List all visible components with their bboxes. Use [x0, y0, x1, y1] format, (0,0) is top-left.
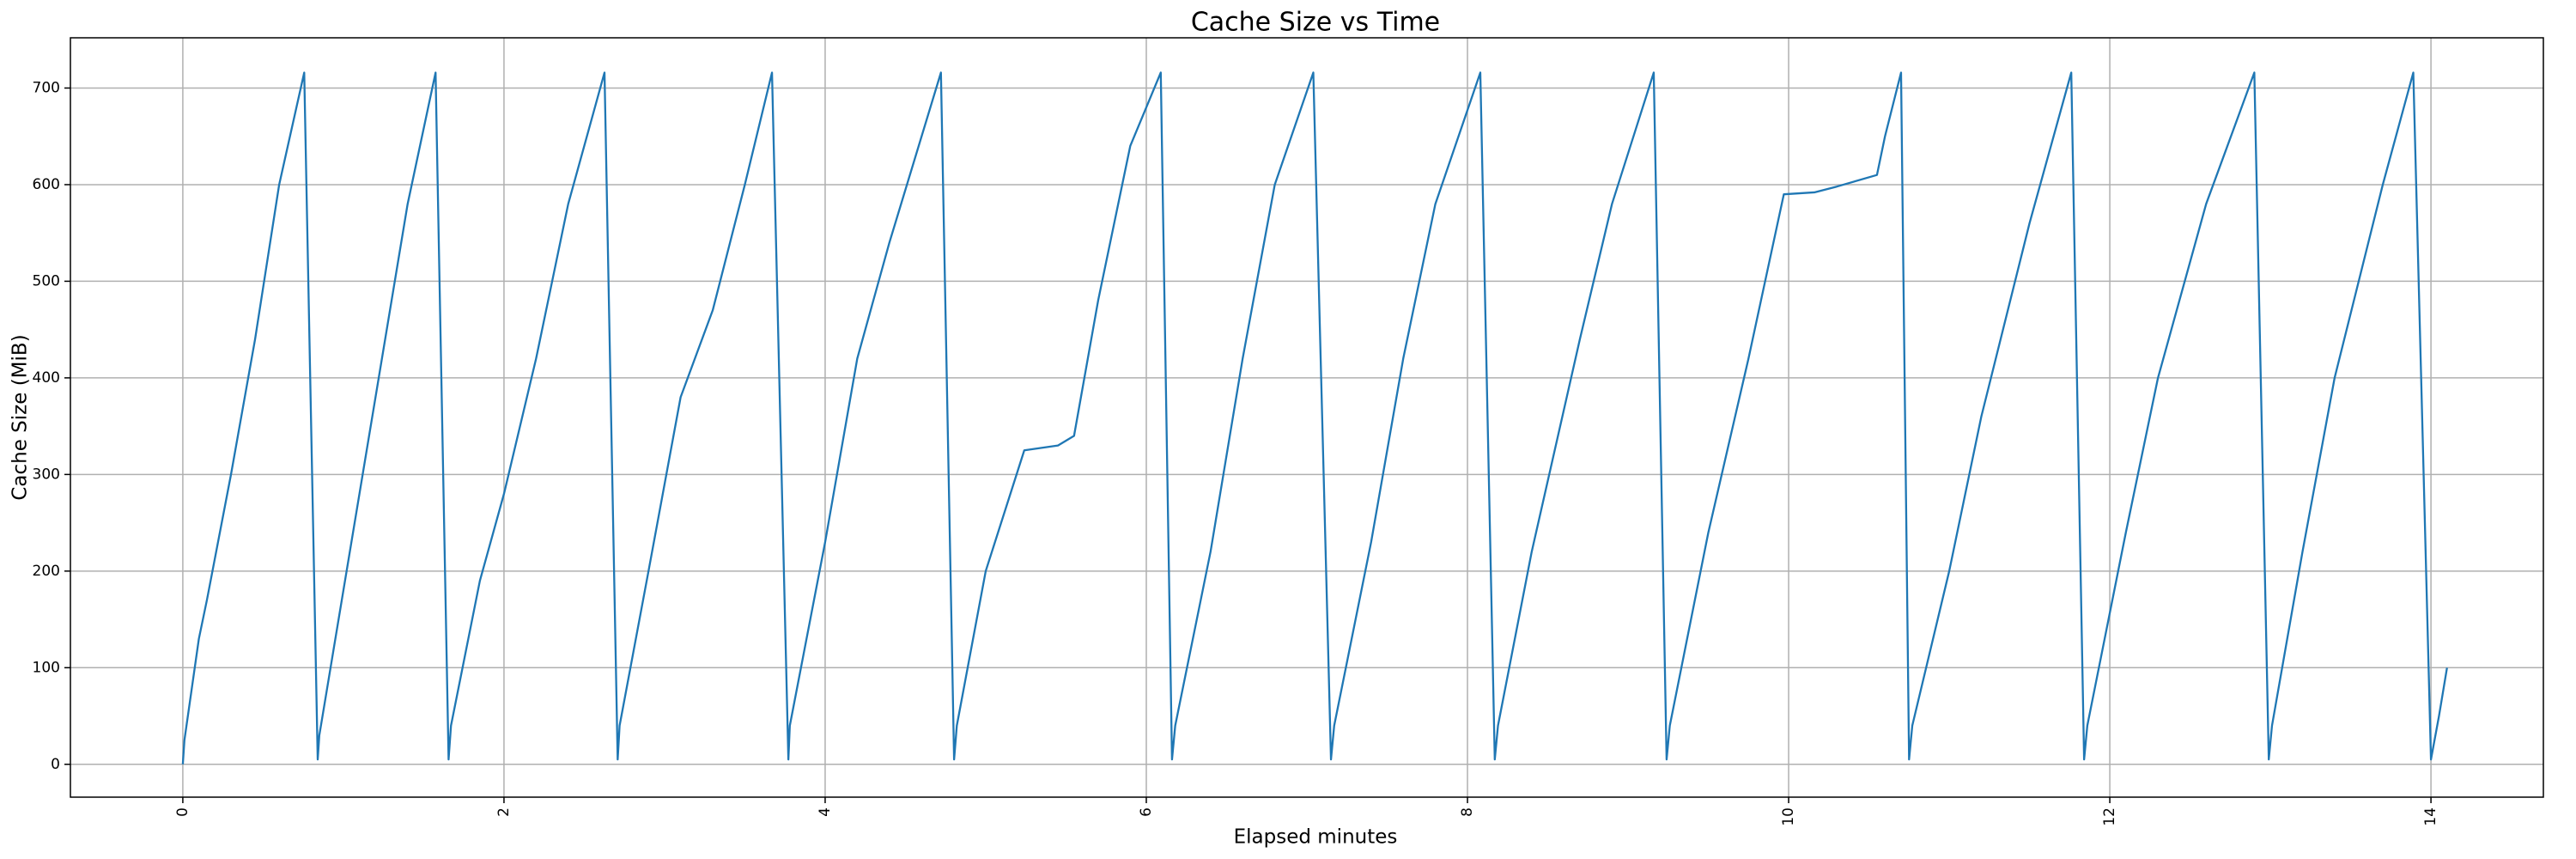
y-tick-label: 300 — [33, 466, 60, 483]
y-tick-label: 500 — [33, 272, 60, 289]
x-tick-label: 0 — [174, 807, 191, 817]
x-tick-label: 10 — [1780, 807, 1797, 826]
y-axis-label: Cache Size (MiB) — [9, 334, 32, 500]
x-tick-label: 4 — [817, 807, 834, 817]
y-tick-label: 700 — [33, 79, 60, 96]
x-tick-label: 6 — [1138, 807, 1155, 817]
y-tick-label: 400 — [33, 369, 60, 387]
x-tick-label: 12 — [2101, 807, 2118, 826]
x-tick-label: 2 — [495, 807, 513, 817]
x-tick-label: 8 — [1459, 807, 1476, 817]
chart-title: Cache Size vs Time — [1191, 8, 1440, 38]
x-tick-label: 14 — [2422, 807, 2439, 826]
x-axis-label: Elapsed minutes — [1234, 826, 1398, 849]
data-line — [181, 71, 2448, 765]
y-tick-label: 0 — [51, 756, 60, 773]
y-tick-label: 100 — [33, 659, 60, 676]
plot-frame — [70, 37, 2544, 798]
y-tick-label: 200 — [33, 563, 60, 580]
y-tick-label: 600 — [33, 176, 60, 193]
